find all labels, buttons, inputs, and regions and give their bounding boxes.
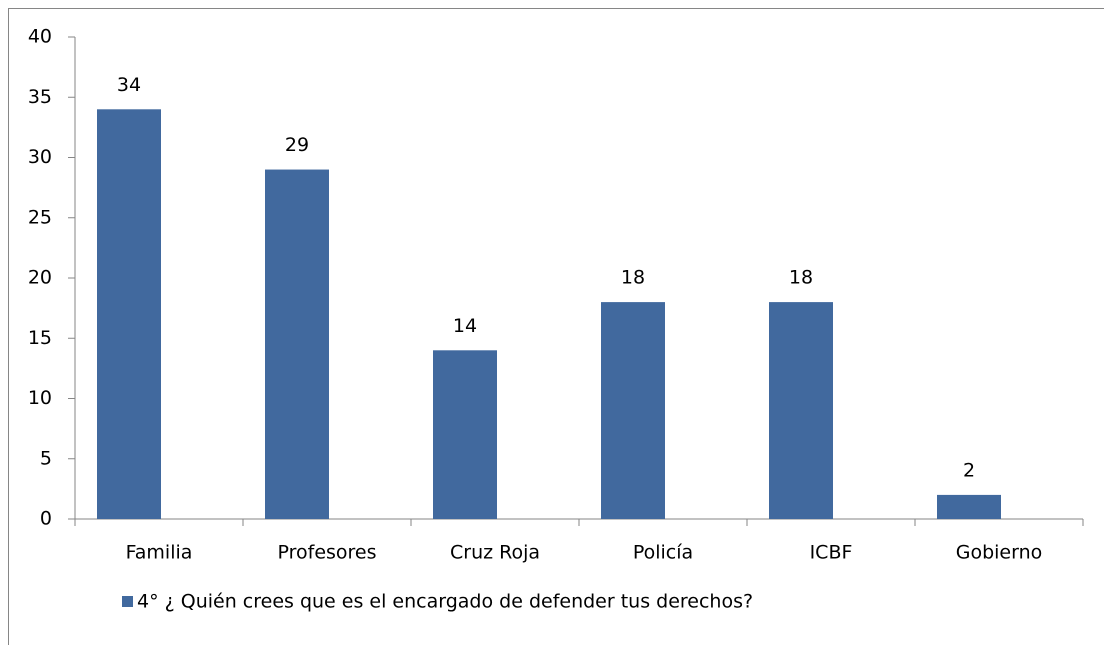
data-label: 14 bbox=[453, 315, 477, 337]
x-tick-label: Cruz Roja bbox=[450, 542, 540, 564]
y-tick-label: 15 bbox=[28, 327, 52, 349]
data-label: 18 bbox=[621, 267, 645, 289]
bar bbox=[601, 302, 665, 519]
y-tick-label: 0 bbox=[40, 508, 52, 530]
data-label: 34 bbox=[117, 74, 141, 96]
chart-frame bbox=[8, 8, 1104, 645]
bar bbox=[937, 494, 1001, 519]
bar bbox=[769, 302, 833, 519]
data-label: 18 bbox=[789, 267, 813, 289]
y-tick-label: 35 bbox=[28, 86, 52, 108]
y-tick-label: 5 bbox=[40, 447, 52, 469]
bar bbox=[433, 350, 497, 519]
bar bbox=[97, 109, 161, 520]
y-tick-label: 10 bbox=[28, 387, 52, 409]
data-label: 29 bbox=[285, 134, 309, 156]
y-tick-label: 25 bbox=[28, 206, 52, 228]
y-tick-label: 30 bbox=[28, 146, 52, 168]
x-tick-label: Profesores bbox=[277, 542, 376, 564]
x-tick-label: Gobierno bbox=[956, 542, 1043, 564]
x-tick-label: ICBF bbox=[810, 542, 853, 564]
y-tick-label: 40 bbox=[28, 26, 52, 48]
x-tick-label: Policía bbox=[633, 542, 693, 564]
x-tick-label: Familia bbox=[126, 542, 193, 564]
data-label: 2 bbox=[963, 459, 975, 481]
legend-label: 4° ¿ Quién crees que es el encargado de … bbox=[137, 591, 753, 613]
bar bbox=[265, 169, 329, 520]
legend-swatch bbox=[122, 596, 133, 607]
y-tick-label: 20 bbox=[28, 267, 52, 289]
